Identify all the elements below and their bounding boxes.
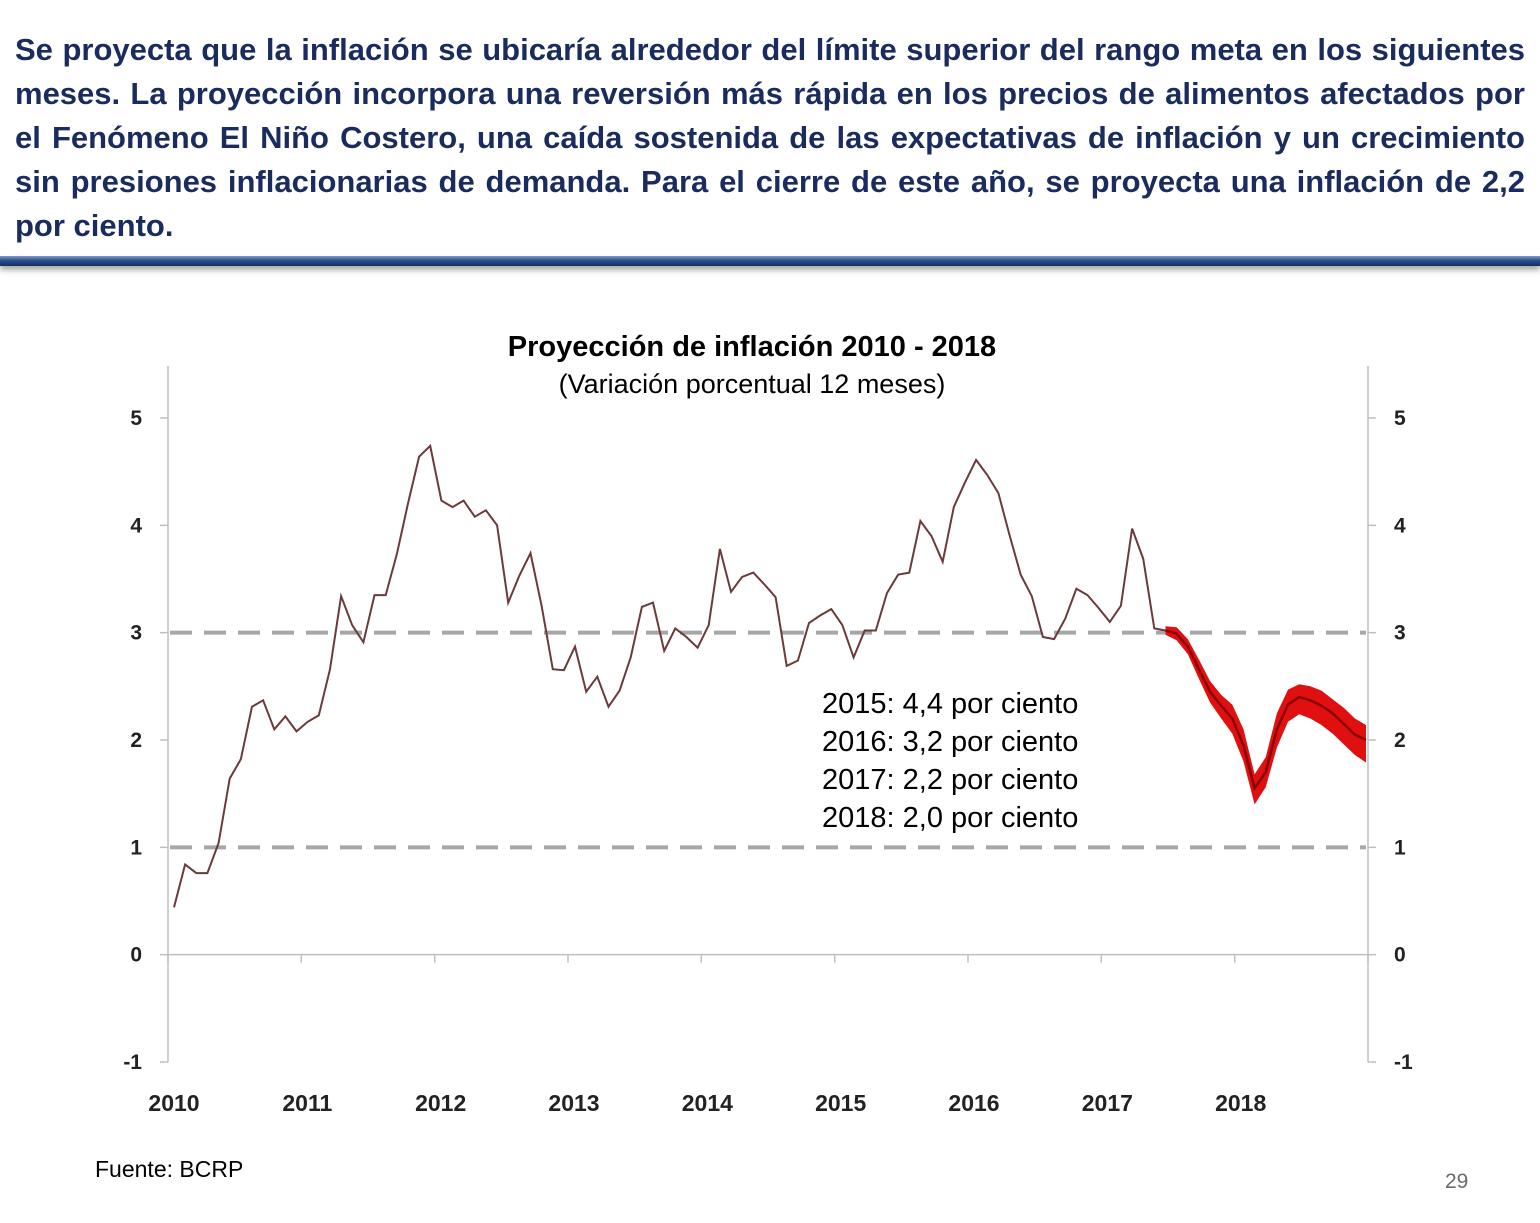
y-tick-label-left: 0 [130,944,142,967]
x-tick-label: 2017 [1082,1090,1133,1116]
annotation-2015: 2015: 4,4 por ciento [822,688,1078,720]
projection-central-line [1165,629,1367,792]
chart-title: Proyección de inflación 2010 - 2018 [508,331,996,363]
chart-subtitle: (Variación porcentual 12 meses) [559,369,946,399]
projection-annotations: 2015: 4,4 por ciento 2016: 3,2 por cient… [822,688,1078,834]
target-range-lines [170,630,1366,850]
x-tick-label: 2016 [948,1090,999,1116]
page-number: 29 [1445,1170,1469,1193]
chart-axes: -1 -1 0 0 1 1 2 2 3 3 4 4 5 5 2010 2011 2012 2013 2014 2015… [123,366,1413,1116]
y-tick-label-right: 5 [1394,407,1406,430]
y-tick-label-right: 1 [1394,836,1406,859]
y-tick-label-right: 3 [1394,622,1406,645]
inflation-history-line [173,443,1166,908]
y-tick-label-right: -1 [1394,1051,1413,1074]
y-tick-label-right: 4 [1394,514,1406,537]
y-tick-label-left: 3 [130,622,142,645]
x-tick-label: 2015 [815,1090,866,1116]
x-tick-label: 2013 [548,1090,599,1116]
x-tick-label: 2011 [282,1090,332,1116]
x-tick-label: 2010 [148,1090,199,1116]
y-tick-label-left: 4 [130,514,142,537]
annotation-2017: 2017: 2,2 por ciento [822,764,1078,796]
source-note: Fuente: BCRP [95,1156,244,1182]
header-divider [0,256,1540,266]
annotation-2018: 2018: 2,0 por ciento [822,802,1078,834]
annotation-2016: 2016: 3,2 por ciento [822,726,1078,758]
header-text: Se proyecta que la inflación se ubicaría… [15,32,1525,243]
y-tick-label-right: 2 [1394,729,1406,752]
y-tick-label-left: 1 [130,836,142,859]
chart-series [173,443,1367,908]
y-tick-label-left: 2 [130,729,142,752]
y-tick-label-right: 0 [1394,944,1406,967]
x-tick-label: 2014 [682,1090,733,1116]
y-tick-label-left: -1 [123,1051,142,1074]
x-tick-label: 2012 [415,1090,466,1116]
y-tick-label-left: 5 [130,407,142,430]
x-tick-label: 2018 [1215,1090,1266,1116]
